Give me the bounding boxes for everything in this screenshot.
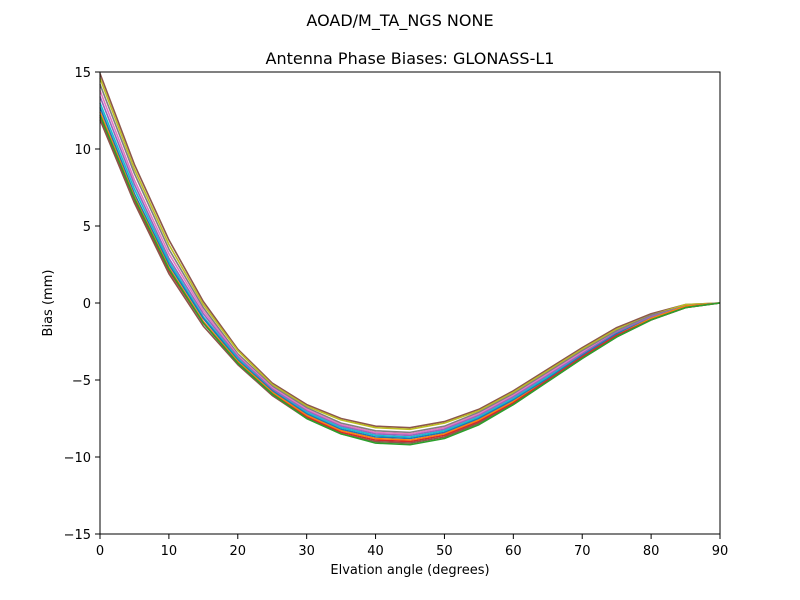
chart-title: Antenna Phase Biases: GLONASS-L1 — [266, 49, 555, 68]
series-line-10 — [99, 119, 721, 444]
x-tick-label: 60 — [505, 544, 522, 559]
y-axis-ticks: −15 −10 −5 0 5 10 15 — [64, 66, 100, 543]
x-tick-label: 90 — [712, 544, 729, 559]
y-axis-label: Bias (mm) — [41, 270, 56, 337]
y-tick-label: −5 — [72, 374, 91, 389]
x-tick-label: 70 — [574, 544, 591, 559]
series-layer — [99, 73, 721, 446]
series-line-8 — [99, 111, 721, 441]
series-line-3 — [99, 84, 721, 434]
x-axis-label: Elvation angle (degrees) — [330, 563, 489, 578]
y-tick-label: 0 — [83, 297, 91, 312]
y-tick-label: 5 — [83, 220, 91, 235]
series-line-7 — [99, 107, 721, 440]
x-tick-label: 80 — [643, 544, 660, 559]
series-line-4 — [99, 90, 721, 435]
series-line-9 — [99, 116, 721, 443]
series-line-5 — [99, 96, 721, 437]
x-tick-label: 50 — [436, 544, 453, 559]
y-tick-label: −10 — [64, 451, 91, 466]
series-line-1 — [99, 73, 721, 429]
x-tick-label: 20 — [230, 544, 247, 559]
series-line-2 — [99, 77, 721, 431]
x-axis-ticks: 0 10 20 30 40 50 60 70 80 90 — [96, 534, 728, 559]
y-tick-label: −15 — [64, 528, 91, 543]
x-tick-label: 30 — [298, 544, 315, 559]
x-tick-label: 0 — [96, 544, 104, 559]
figure-suptitle: AOAD/M_TA_NGS NONE — [306, 11, 493, 31]
series-line-11 — [99, 114, 721, 446]
x-tick-label: 10 — [161, 544, 178, 559]
series-line-6 — [99, 102, 721, 438]
x-tick-label: 40 — [367, 544, 384, 559]
y-tick-label: 10 — [74, 143, 91, 158]
y-tick-label: 15 — [74, 66, 91, 81]
